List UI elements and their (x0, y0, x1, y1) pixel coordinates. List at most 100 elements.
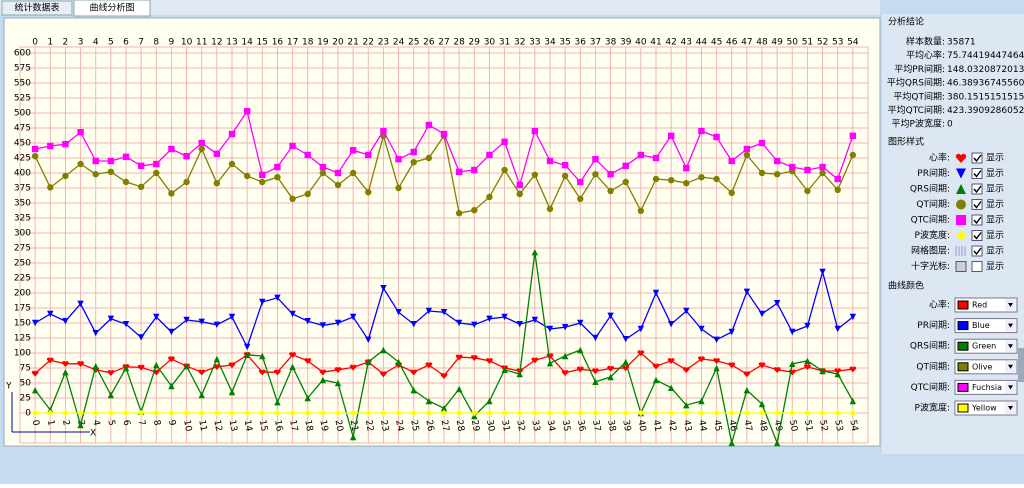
show-label[interactable]: 显示 (986, 153, 1004, 164)
dropdown[interactable] (954, 400, 1018, 416)
checkbox[interactable] (971, 230, 983, 241)
marker (698, 409, 705, 417)
dropdown[interactable] (954, 379, 1018, 395)
dropdown-arrow[interactable] (1008, 323, 1013, 328)
marker (107, 391, 115, 399)
dropdown-arrow[interactable] (1008, 303, 1013, 307)
x-tick-label-top: 52 (817, 38, 828, 48)
marker (956, 215, 966, 225)
marker (849, 151, 857, 159)
checkbox[interactable] (971, 214, 983, 226)
dropdown-value[interactable]: Yellow (971, 404, 997, 413)
marker (652, 175, 660, 183)
marker (501, 409, 508, 417)
marker (365, 189, 372, 196)
marker (758, 310, 766, 318)
dropdown-arrow[interactable] (1008, 385, 1013, 390)
dropdown-value[interactable]: Blue (972, 321, 990, 330)
marker (773, 157, 781, 165)
dropdown[interactable] (954, 297, 1018, 313)
tab-active[interactable] (73, 0, 151, 17)
x-tick-label-top: 4 (93, 38, 99, 48)
marker (153, 169, 160, 177)
x-tick-label-bottom: 34 (545, 419, 557, 432)
x-tick-label-bottom: 10 (181, 419, 193, 432)
checkmark[interactable] (973, 170, 982, 178)
legend-label: PR间期: (917, 167, 950, 179)
tab[interactable] (1, 0, 73, 16)
marker (834, 409, 841, 417)
marker (471, 166, 478, 174)
show-label[interactable]: 显示 (986, 168, 1004, 179)
marker (789, 360, 796, 367)
stat-label: 平均QT间期: (893, 90, 945, 102)
checkmark[interactable] (973, 232, 982, 240)
dropdown-value[interactable]: Olive (972, 362, 992, 371)
marker (289, 363, 296, 370)
x-tick-label-top: 33 (529, 38, 540, 48)
checkmark[interactable] (973, 154, 982, 163)
dropdown[interactable] (954, 338, 1018, 354)
x-tick-label-top: 51 (802, 38, 813, 48)
marker (92, 171, 99, 178)
dropdown-arrow[interactable] (1008, 406, 1013, 410)
show-label[interactable]: 显示 (986, 230, 1004, 241)
x-tick-label-bottom: 6 (121, 419, 132, 427)
dropdown[interactable] (954, 318, 1018, 334)
scrollbar[interactable] (1018, 348, 1024, 382)
checkmark[interactable] (973, 216, 982, 225)
marker (259, 352, 266, 360)
checkbox[interactable] (971, 199, 983, 210)
dropdown-value[interactable]: Fuchsia (972, 383, 1002, 392)
show-label[interactable]: 显示 (986, 215, 1004, 226)
x-tick-label-bottom: 25 (408, 419, 420, 432)
marker (47, 184, 54, 191)
marker (683, 307, 690, 315)
marker (531, 127, 539, 135)
dropdown-value[interactable]: Red (972, 301, 987, 310)
marker (213, 355, 221, 363)
legend-label: P波宽度: (915, 229, 950, 241)
color-swatch (957, 403, 969, 413)
y-tick-label: 325 (14, 214, 31, 224)
tab-label[interactable]: 曲线分析图 (89, 2, 134, 14)
dropdown[interactable] (954, 359, 1018, 375)
marker (592, 378, 599, 385)
dropdown-arrow[interactable] (1008, 344, 1013, 349)
marker (228, 409, 236, 417)
marker (47, 310, 54, 318)
tab-label[interactable]: 统计数据表 (14, 2, 59, 14)
marker (804, 409, 811, 417)
checkbox[interactable] (971, 245, 983, 257)
checkmark[interactable] (973, 247, 982, 256)
y-tick-label: 375 (14, 184, 31, 194)
checkbox[interactable] (971, 152, 983, 164)
dropdown-arrow[interactable] (1008, 364, 1013, 369)
marker (168, 328, 175, 336)
show-label[interactable]: 显示 (986, 199, 1004, 210)
dropdown-value[interactable]: Green (972, 342, 996, 351)
marker (213, 150, 221, 157)
checkmark[interactable] (973, 185, 982, 194)
checkmark[interactable] (973, 201, 982, 209)
marker (410, 321, 417, 328)
marker (546, 409, 554, 417)
show-label[interactable]: 显示 (986, 184, 1004, 195)
marker (516, 321, 523, 328)
x-tick-label-bottom: 42 (666, 419, 678, 432)
marker (607, 373, 614, 381)
checkbox[interactable] (971, 168, 983, 179)
marker (698, 397, 705, 405)
marker (455, 168, 463, 175)
marker (834, 186, 841, 193)
x-tick-label-top: 14 (241, 38, 253, 48)
checkbox[interactable] (971, 261, 983, 272)
marker (77, 129, 84, 136)
show-label[interactable]: 显示 (986, 261, 1004, 272)
show-label[interactable]: 显示 (986, 246, 1004, 257)
checkbox[interactable] (971, 183, 983, 195)
marker (62, 141, 69, 148)
marker (92, 330, 99, 337)
x-tick-label-top: 6 (123, 38, 129, 48)
marker (773, 367, 781, 373)
